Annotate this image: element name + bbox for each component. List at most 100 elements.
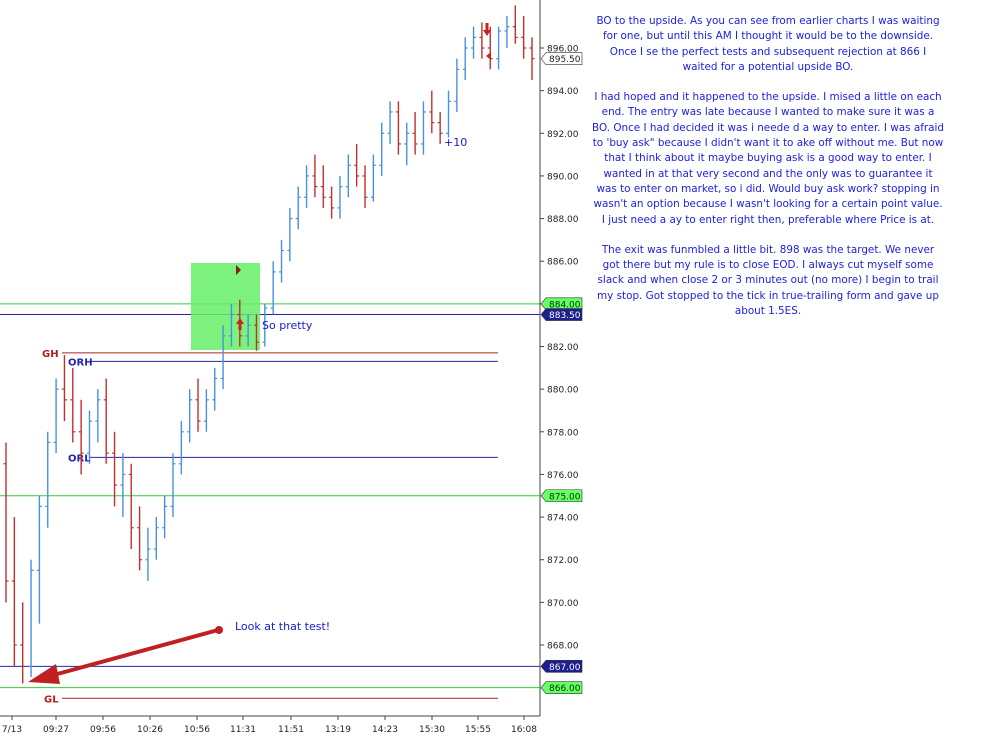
ohlc-bar	[253, 314, 259, 351]
annotation-plus-ten: +10	[444, 136, 467, 149]
y-tick-label: 882.00	[547, 343, 579, 353]
ohlc-bar	[137, 506, 143, 571]
x-tick-label: 15:30	[419, 725, 445, 735]
ohlc-bar	[170, 453, 176, 518]
y-tick-label: 872.00	[547, 556, 579, 566]
ohlc-bar	[362, 165, 368, 208]
ohlc-bar	[262, 303, 268, 347]
price-chart: GH ORH ORL GL 868.00 870.00 872.00 874.00 876.0…	[0, 0, 583, 735]
y-tick-label: 890.00	[547, 172, 579, 182]
ohlc-bar	[295, 186, 301, 230]
x-tick-label: 11:51	[278, 725, 304, 735]
ohlc-bar	[337, 175, 343, 219]
ohlc-bar	[379, 122, 385, 176]
price-level-box	[540, 489, 583, 503]
price-level-box-label: 867.00	[549, 663, 581, 673]
ohlc-bar	[120, 453, 126, 518]
ohlc-bar	[370, 154, 376, 202]
ohlc-bar	[20, 602, 26, 684]
ohlc-bar	[228, 303, 234, 347]
ohlc-bar	[53, 378, 59, 454]
ohlc-bar	[462, 37, 468, 80]
y-tick-label: 868.00	[547, 642, 579, 652]
commentary-paragraph-2: I had hoped and it happened to the upsid…	[592, 91, 944, 226]
y-tick-label: 892.00	[547, 130, 579, 140]
level-label: GH	[42, 349, 59, 360]
ohlc-bar	[103, 378, 109, 464]
price-level-box-label: 875.00	[549, 492, 581, 502]
level-label: GL	[44, 694, 59, 705]
ohlc-bar	[36, 495, 42, 624]
ohlc-bar	[387, 101, 393, 144]
level-lines: GH ORH ORL GL	[0, 303, 540, 705]
x-tick-label: 09:27	[43, 725, 69, 735]
y-tick-label: 878.00	[547, 428, 579, 438]
x-tick-label: 09:56	[90, 725, 116, 735]
ohlc-bar	[437, 111, 443, 144]
last-price-box	[540, 52, 583, 65]
x-tick-label: 16:08	[511, 725, 537, 735]
ohlc-bar	[212, 367, 218, 411]
x-tick-label: 13:19	[325, 725, 351, 735]
ohlc-bar	[320, 165, 326, 208]
ohlc-bar	[496, 26, 502, 70]
exit-flag-icon	[486, 52, 491, 60]
ohlc-bar	[112, 431, 118, 507]
ohlc-bar	[279, 239, 285, 283]
ohlc-bar	[78, 399, 84, 475]
ohlc-bar	[178, 421, 184, 475]
level-label: ORL	[68, 453, 91, 464]
ohlc-bar	[287, 207, 293, 262]
price-level-box-label: 884.00	[549, 300, 581, 310]
sell-arrow-icon	[483, 23, 491, 36]
ohlc-bar	[145, 527, 151, 582]
ohlc-bar	[270, 261, 276, 315]
price-bars	[3, 5, 535, 684]
ohlc-bar	[28, 559, 34, 677]
y-tick-label: 870.00	[547, 599, 579, 609]
ohlc-bar	[45, 431, 51, 528]
y-tick-label: 896.00	[547, 45, 579, 55]
y-tick-label: 874.00	[547, 514, 579, 524]
ohlc-bar	[95, 389, 101, 443]
ohlc-bar	[153, 517, 159, 560]
ohlc-bar	[245, 314, 251, 347]
level-label: ORH	[68, 357, 93, 368]
last-price-label: 895.50	[549, 55, 581, 65]
commentary-paragraph-3: The exit was funmbled a little bit. 898 …	[597, 243, 939, 318]
ohlc-bar	[11, 517, 17, 667]
ohlc-bar	[220, 325, 226, 390]
ohlc-bar	[512, 5, 518, 44]
ohlc-bar	[329, 186, 335, 219]
price-level-box-label: 866.00	[549, 684, 581, 694]
y-tick-label: 876.00	[547, 471, 579, 481]
ohlc-bar	[61, 355, 67, 422]
ohlc-bar	[312, 154, 318, 198]
arrow-tail-dot	[215, 626, 223, 634]
ohlc-bar	[454, 58, 460, 112]
y-tick-label: 880.00	[547, 386, 579, 396]
trade-markers	[236, 23, 491, 330]
arrow-head-icon	[28, 664, 60, 684]
ohlc-bar	[304, 165, 310, 208]
ohlc-bar	[195, 378, 201, 432]
breakout-highlight	[191, 263, 260, 350]
price-level-box	[540, 660, 583, 673]
ohlc-bar	[70, 367, 76, 443]
entry-flag-icon	[236, 265, 241, 275]
buy-arrow-icon	[236, 318, 244, 330]
ohlc-bar	[420, 101, 426, 155]
x-tick-label: 10:26	[137, 725, 163, 735]
ohlc-bar	[345, 154, 351, 198]
x-tick-label: 11:31	[230, 725, 256, 735]
ohlc-bar	[429, 90, 435, 134]
price-level-box-label: 883.50	[549, 311, 581, 321]
ohlc-bar	[395, 101, 401, 155]
y-tick-label: 888.00	[547, 215, 579, 225]
ohlc-bar	[446, 90, 452, 138]
x-tick-label: 7/13	[2, 725, 22, 735]
test-arrow	[28, 626, 223, 684]
y-tick-label: 886.00	[547, 258, 579, 268]
annotation-look-at-test: Look at that test!	[235, 620, 330, 633]
price-level-boxes: 899.00884.00883.50875.00867.00866.00895.…	[540, 52, 583, 694]
